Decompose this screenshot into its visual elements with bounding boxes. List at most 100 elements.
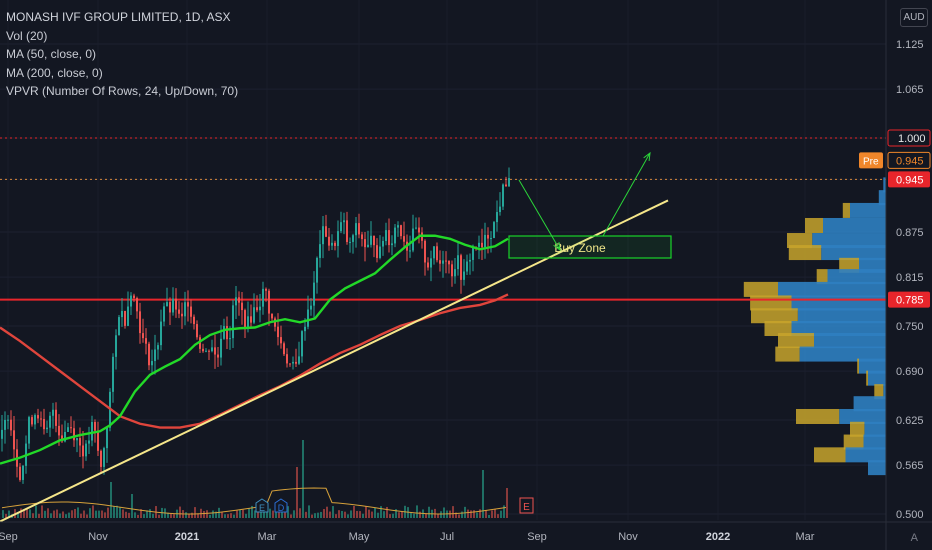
volume-bar (98, 510, 100, 518)
volume-profile-up (868, 370, 886, 386)
candle-body (403, 236, 405, 242)
candle-body (136, 298, 138, 312)
price-axis[interactable]: 1.125 1.065 0.875 0.815 0.750 0.690 0.625 0.565… (859, 0, 931, 550)
volume-profile-down (850, 421, 865, 437)
volume-bar (50, 513, 52, 518)
drawings[interactable]: Buy Zone E D E (0, 151, 672, 523)
volume-bar (323, 509, 325, 518)
chart-legend: MONASH IVF GROUP LIMITED, 1D, ASX Vol (2… (6, 8, 238, 101)
volume-bar (497, 514, 499, 518)
candle-body (4, 419, 6, 430)
volume-bar (383, 511, 385, 518)
volume-bar (53, 510, 55, 518)
volume-bar (272, 510, 274, 518)
volume-bar (452, 506, 454, 518)
candle-body (253, 307, 255, 323)
candle-body (478, 242, 480, 247)
indicator-volume[interactable]: Vol (20) (6, 28, 48, 43)
candle-body (307, 309, 309, 327)
candle-body (325, 226, 327, 237)
candle-body (313, 282, 315, 306)
currency-button[interactable]: AUD (900, 8, 928, 27)
volume-bar (68, 512, 70, 518)
volume-bar (494, 508, 496, 518)
volume-profile-down (778, 333, 814, 349)
volume-profile-up (821, 245, 886, 261)
candle-body (85, 443, 87, 457)
candle-body (235, 297, 237, 306)
candle-body (415, 227, 417, 229)
volume-bar (44, 510, 46, 518)
volume-bar (335, 514, 337, 518)
candle-body (160, 321, 162, 346)
volume-bar (146, 510, 148, 518)
candle-body (346, 220, 348, 242)
candle-body (175, 298, 177, 310)
volume-bar (410, 512, 412, 518)
time-tick-label: Mar (796, 531, 815, 543)
candle-body (112, 356, 114, 392)
volume-profile-up (839, 408, 886, 424)
volume-bar (245, 513, 247, 518)
price-tick-label: 0.625 (896, 415, 924, 427)
symbol-title[interactable]: MONASH IVF GROUP LIMITED, 1D, ASX (6, 10, 231, 24)
indicator-ma50[interactable]: MA (50, close, 0) (6, 47, 97, 61)
candle-body (127, 306, 129, 326)
candle-body (409, 250, 411, 252)
candle-body (460, 255, 462, 280)
candlesticks (1, 167, 510, 484)
indicator-ma200[interactable]: MA (200, close, 0) (6, 65, 103, 80)
candle-body (382, 241, 384, 247)
volume-bar (203, 510, 205, 518)
buy-zone-box (508, 235, 672, 259)
candle-body (247, 316, 249, 329)
candle-body (82, 445, 84, 457)
volume-profile-down (843, 434, 864, 450)
candle-body (7, 419, 9, 421)
candle-body (64, 431, 66, 442)
volume-bar (101, 510, 103, 518)
candle-body (10, 419, 12, 431)
volume-bar (116, 505, 118, 518)
candle-body (202, 348, 204, 352)
volume-bar (233, 514, 235, 518)
volume-bar (461, 511, 463, 518)
volume-bar (239, 509, 241, 518)
volume-bar (347, 514, 349, 518)
volume-bar (269, 508, 271, 518)
price-tick-label: 1.125 (896, 39, 924, 51)
volume-bar (65, 514, 67, 518)
volume-profile-up (868, 460, 886, 476)
candle-body (373, 235, 375, 246)
volume-profile-up (859, 257, 886, 273)
volume-bar (362, 513, 364, 518)
candle-body (28, 417, 30, 444)
candle-body (484, 234, 486, 248)
volume-bar (473, 510, 475, 518)
volume-bar (395, 509, 397, 518)
volume-bar (104, 512, 106, 518)
indicator-vpvr[interactable]: VPVR (Number Of Rows, 24, Up/Down, 70) (6, 84, 239, 98)
candle-body (217, 354, 219, 358)
price-marker-box (888, 291, 930, 308)
price-tick-label: 0.750 (896, 321, 924, 333)
candle-body (316, 257, 318, 283)
volume-bar (206, 510, 208, 518)
candle-body (466, 261, 468, 272)
volume-profile-up (864, 421, 886, 437)
candle-body (328, 236, 330, 246)
volume-bar (92, 505, 94, 518)
volume-bar (314, 513, 316, 518)
candle-body (163, 306, 165, 322)
volume-bar (74, 508, 76, 518)
volume-profile-down (775, 346, 800, 362)
candle-body (130, 295, 132, 307)
candle-body (499, 206, 501, 213)
time-axis[interactable]: Sep Nov 2021 Mar May Jul Sep Nov 2022 Mar (0, 521, 932, 543)
volume-bar (374, 507, 376, 518)
candle-body (355, 223, 357, 236)
auto-scale-button[interactable]: A (910, 532, 918, 544)
candle-body (244, 310, 246, 329)
